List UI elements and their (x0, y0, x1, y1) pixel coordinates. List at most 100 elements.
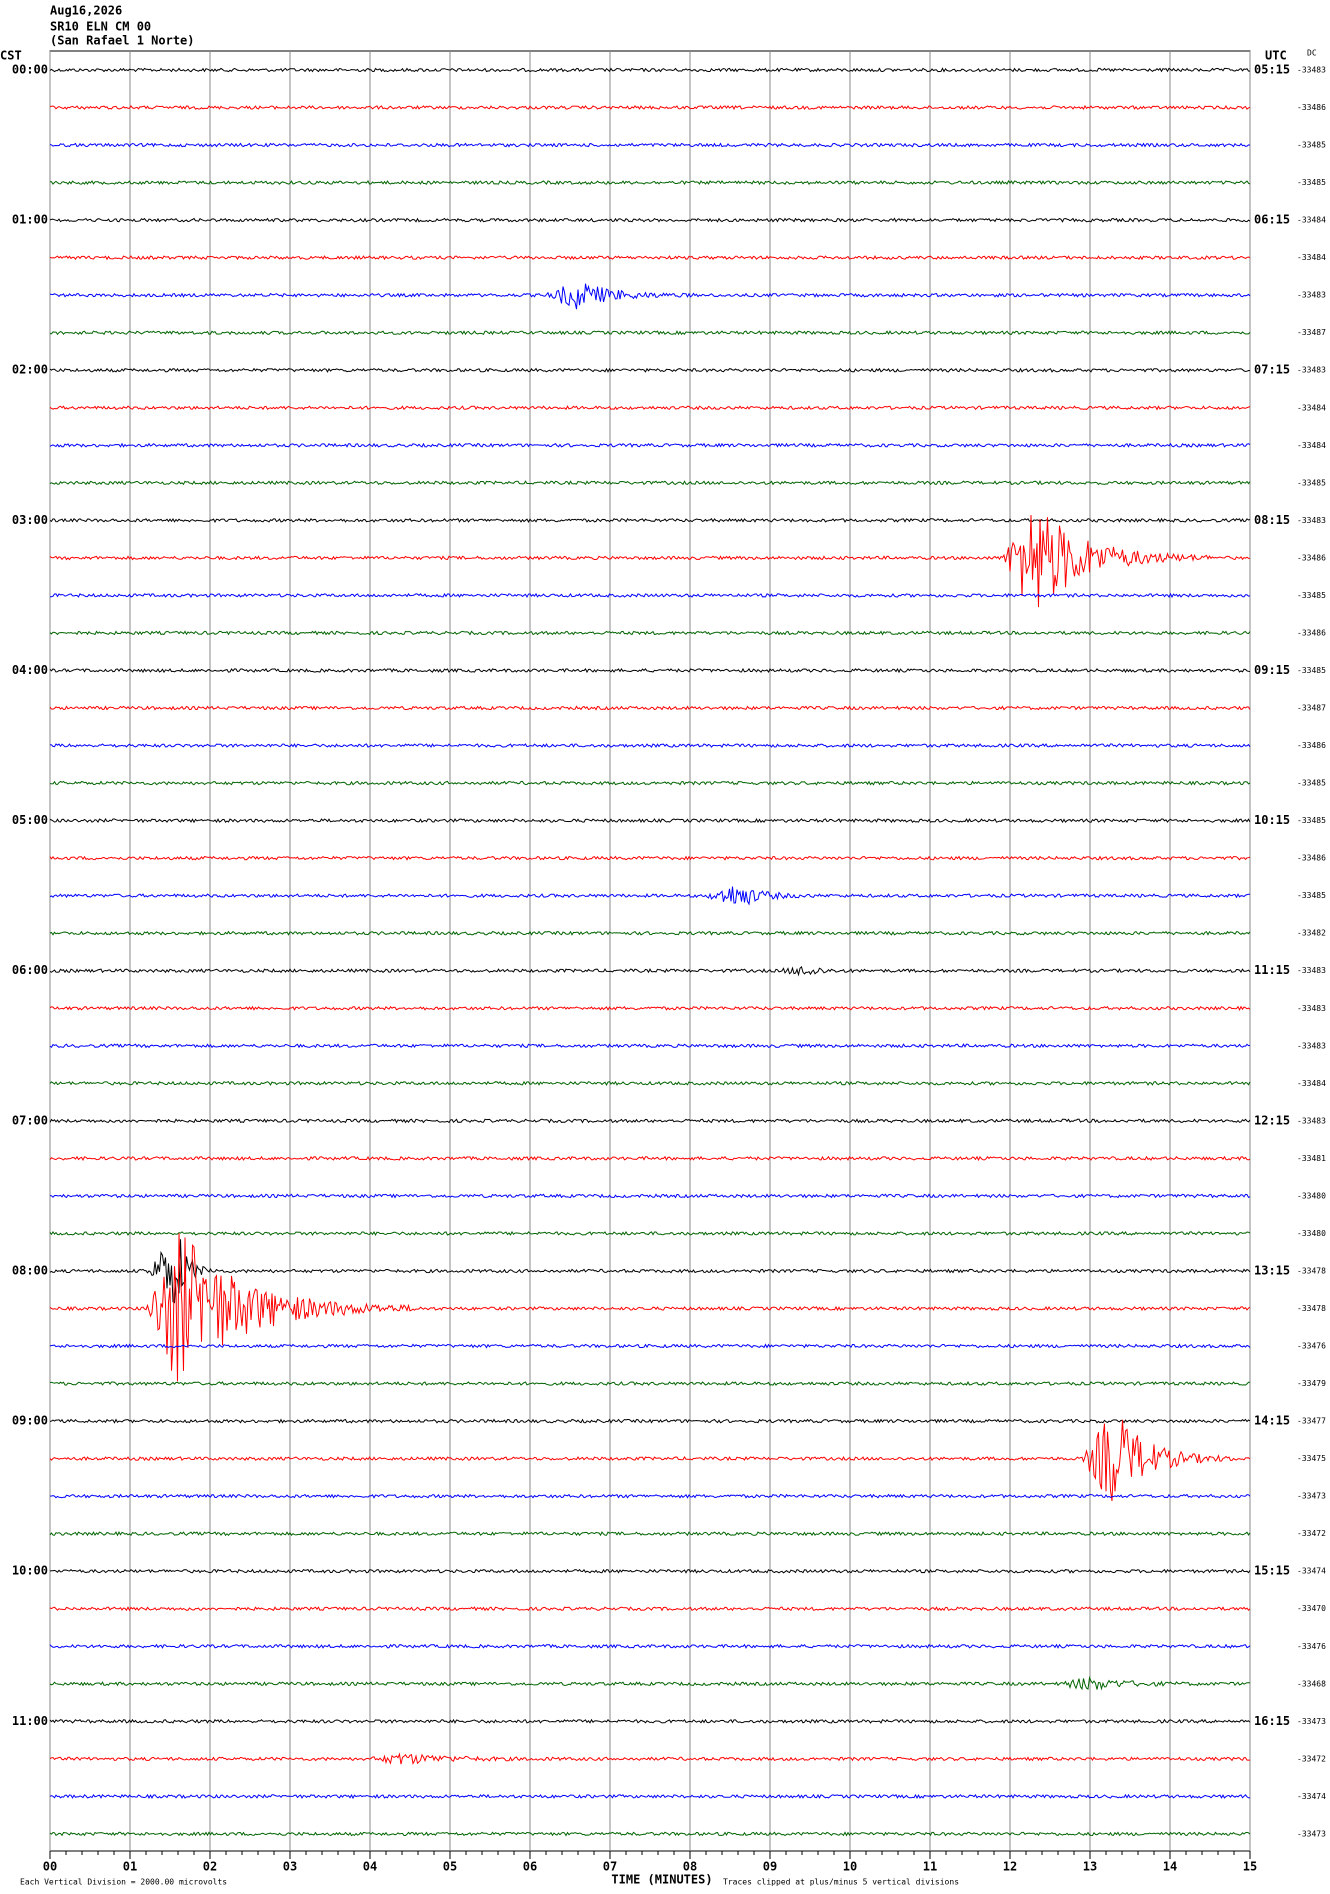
trace (49, 930, 1251, 936)
dc-value: -33472 (1297, 1529, 1326, 1538)
dc-value: -33483 (1297, 966, 1326, 975)
left-axis-title: CST (0, 49, 22, 63)
dc-value: -33480 (1297, 1191, 1326, 1200)
utc-label: 11:15 (1254, 963, 1290, 977)
dc-value: -33473 (1297, 1492, 1326, 1501)
right-axis-title: UTC (1265, 49, 1287, 63)
utc-label: 09:15 (1254, 663, 1290, 677)
trace (49, 1080, 1251, 1086)
trace (49, 855, 1251, 861)
scale-note: Each Vertical Division = 2000.00 microvo… (20, 1878, 227, 1887)
dc-value: -33486 (1297, 103, 1326, 112)
trace (49, 1343, 1251, 1349)
trace (49, 1380, 1250, 1387)
trace (49, 743, 1251, 749)
utc-label: 16:15 (1254, 1714, 1290, 1728)
trace (49, 667, 1251, 674)
utc-label: 12:15 (1254, 1113, 1290, 1127)
dc-title: DC (1307, 49, 1317, 58)
dc-value: -33485 (1297, 178, 1326, 187)
cst-label: 01:00 (12, 213, 48, 227)
dc-value: -33485 (1297, 141, 1326, 150)
trace (49, 1005, 1251, 1011)
trace (49, 142, 1251, 148)
dc-value: -33478 (1297, 1266, 1326, 1275)
dc-value: -33473 (1297, 1717, 1326, 1726)
dc-value: -33478 (1297, 1304, 1326, 1313)
trace (49, 1531, 1251, 1537)
trace (49, 67, 1251, 73)
trace (49, 705, 1251, 711)
dc-value: -33485 (1297, 891, 1326, 900)
dc-value: -33480 (1297, 1229, 1326, 1238)
trace (50, 180, 1251, 186)
trace (49, 104, 1251, 111)
dc-value: -33483 (1297, 1041, 1326, 1050)
dc-value: -33474 (1297, 1792, 1326, 1801)
clip-note: Traces clipped at plus/minus 5 vertical … (723, 1878, 959, 1887)
x-tick-label: 13 (1083, 1860, 1097, 1874)
x-axis-title: TIME (MINUTES) (611, 1873, 712, 1887)
utc-label: 07:15 (1254, 363, 1290, 377)
trace (49, 630, 1251, 636)
dc-value: -33484 (1297, 1079, 1326, 1088)
dc-value: -33474 (1297, 1567, 1326, 1576)
cst-label: 08:00 (12, 1263, 48, 1277)
trace (49, 1233, 1251, 1382)
dc-value: -33483 (1297, 366, 1326, 375)
utc-label: 10:15 (1254, 813, 1290, 827)
dc-value: -33486 (1297, 854, 1326, 863)
trace (49, 255, 1251, 261)
plot-frame (49, 50, 1251, 1852)
dc-value: -33470 (1297, 1604, 1326, 1613)
x-tick-label: 10 (843, 1860, 857, 1874)
dc-value: -33483 (1297, 516, 1326, 525)
x-tick-label: 07 (603, 1860, 617, 1874)
trace (49, 1118, 1251, 1124)
trace (49, 1419, 1251, 1502)
dc-value: -33485 (1297, 591, 1326, 600)
x-tick-label: 09 (763, 1860, 777, 1874)
cst-label: 02:00 (12, 363, 48, 377)
dc-value: -33482 (1297, 929, 1326, 938)
utc-label: 08:15 (1254, 513, 1290, 527)
dc-value: -33486 (1297, 741, 1326, 750)
dc-value: -33473 (1297, 1829, 1326, 1838)
cst-label: 09:00 (12, 1414, 48, 1428)
dc-value: -33484 (1297, 253, 1326, 262)
cst-label: 04:00 (12, 663, 48, 677)
dc-value: -33487 (1297, 328, 1326, 337)
trace (49, 965, 1251, 977)
dc-value: -33485 (1297, 779, 1326, 788)
trace (49, 1193, 1251, 1199)
dc-value: -33483 (1297, 1116, 1326, 1125)
dc-value: -33479 (1297, 1379, 1326, 1388)
trace (49, 1155, 1251, 1162)
trace (49, 367, 1251, 373)
x-tick-label: 14 (1163, 1860, 1177, 1874)
x-tick-label: 01 (123, 1860, 137, 1874)
cst-label: 06:00 (12, 963, 48, 977)
x-tick-label: 04 (363, 1860, 377, 1874)
x-tick-label: 03 (283, 1860, 297, 1874)
trace (49, 514, 1251, 608)
dc-value: -33486 (1297, 553, 1326, 562)
utc-label: 15:15 (1254, 1564, 1290, 1578)
trace (49, 442, 1251, 448)
trace (49, 517, 1251, 524)
dc-value: -33484 (1297, 441, 1326, 450)
trace (49, 1568, 1251, 1574)
trace (49, 1718, 1251, 1724)
utc-label: 06:15 (1254, 213, 1290, 227)
trace (49, 1676, 1251, 1691)
utc-label: 05:15 (1254, 63, 1290, 77)
trace (49, 1493, 1251, 1499)
trace (49, 1793, 1251, 1800)
station: SR10 ELN CM 00 (50, 20, 151, 34)
trace (49, 1831, 1251, 1837)
x-tick-label: 05 (443, 1860, 457, 1874)
trace (49, 886, 1250, 906)
trace (49, 1043, 1251, 1049)
trace (49, 1643, 1251, 1649)
dc-value: -33472 (1297, 1754, 1326, 1763)
